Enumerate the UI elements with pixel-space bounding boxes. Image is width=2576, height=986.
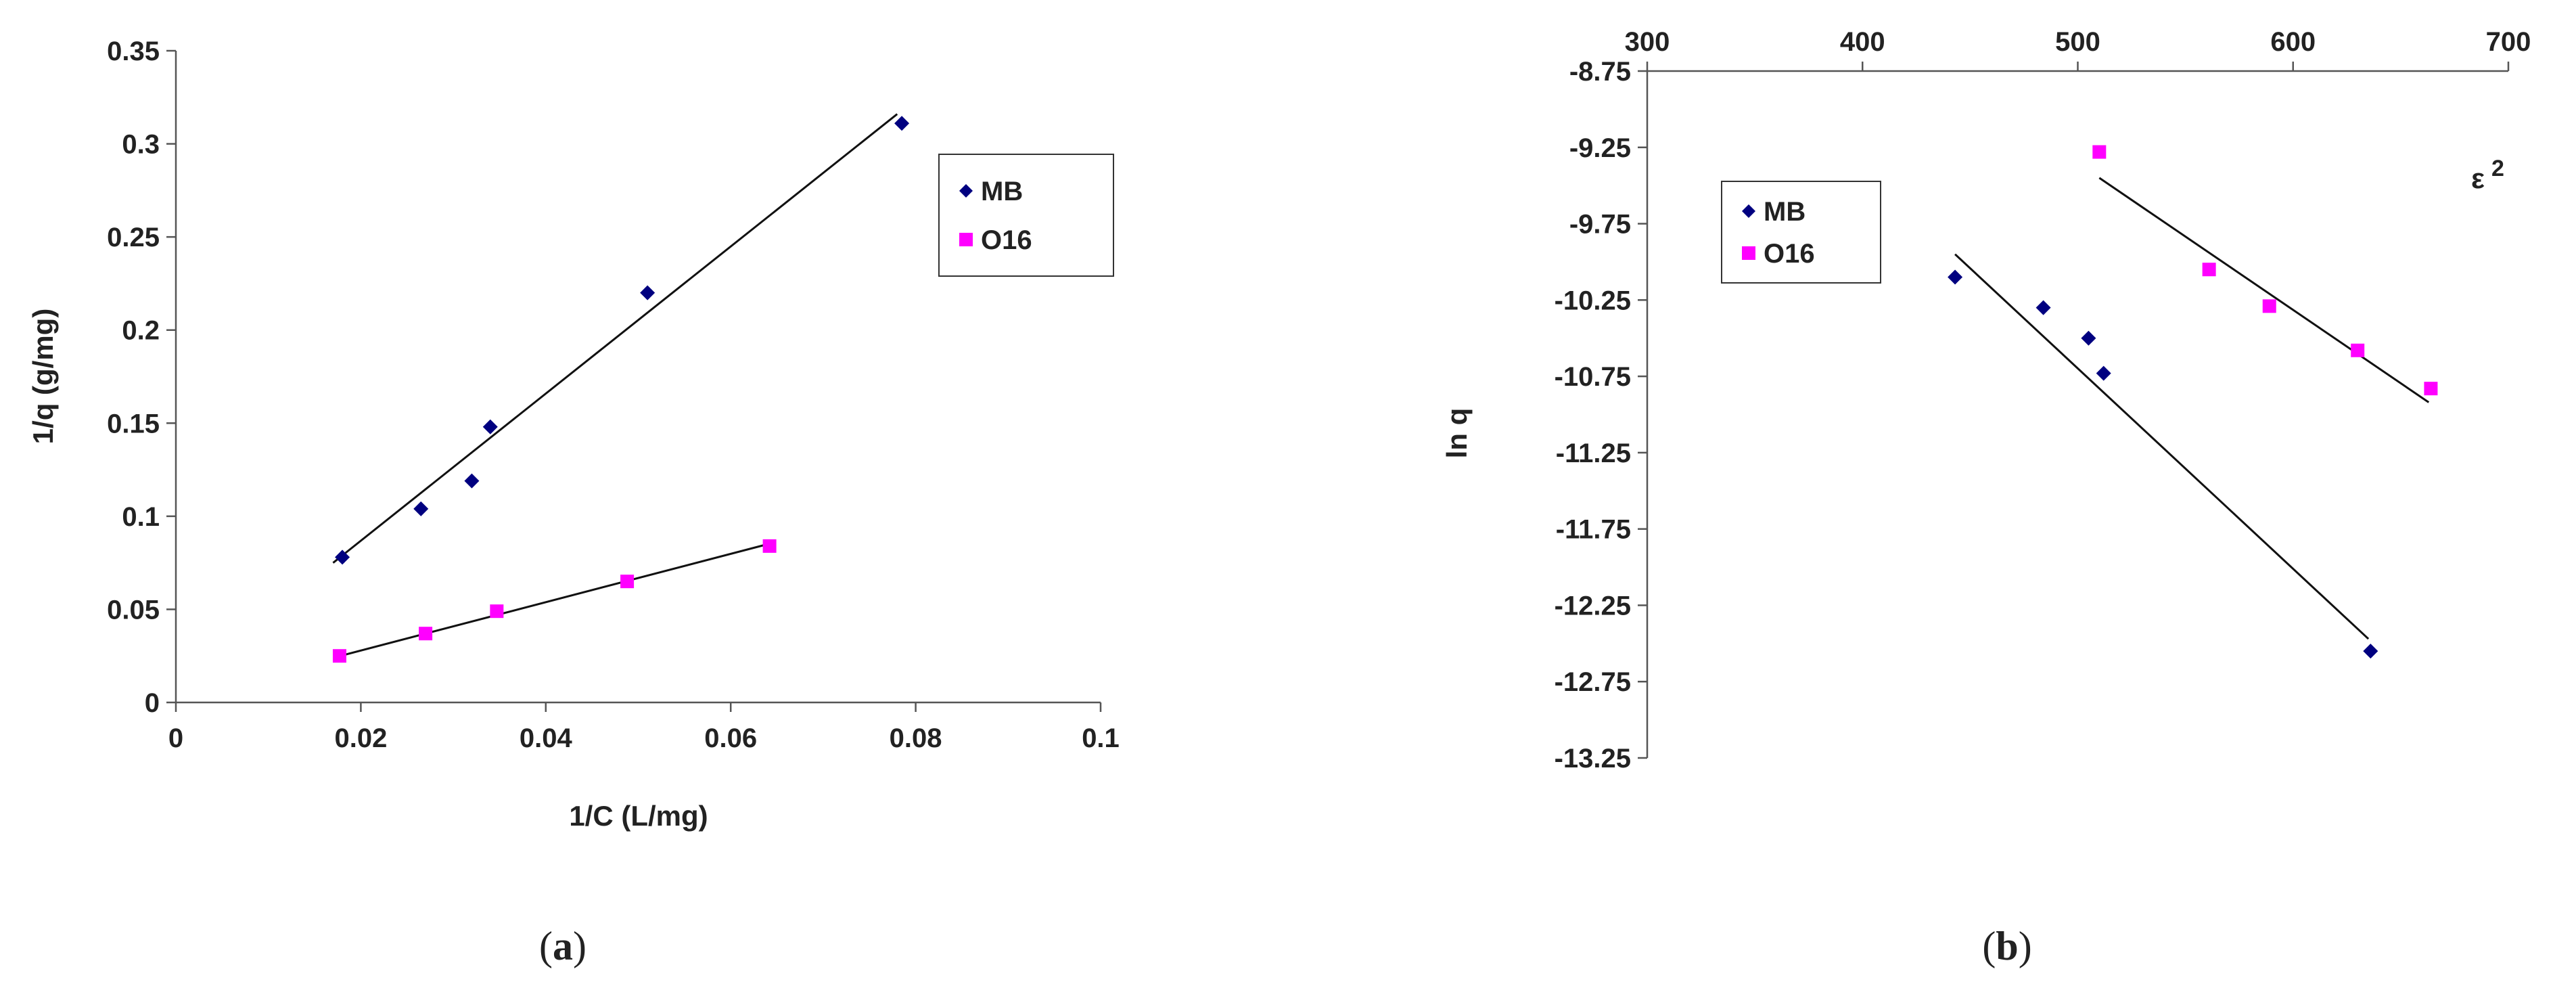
panel-label-letter: b [1996, 924, 2018, 968]
x-axis-label-base: ε [2471, 162, 2485, 194]
legend-box [938, 154, 1114, 277]
panel-label-open-paren: ( [539, 924, 553, 968]
chart-panel-a: 0 0.05 0.1 0.15 0.2 0.25 0.3 0.35 0 0.02 0.04 0.06… [27, 37, 1120, 968]
x-tick-label: 300 [1625, 27, 1670, 57]
y-tick-label: -10.25 [1555, 286, 1631, 315]
x-axis-label-superscript: 2 [2491, 156, 2504, 181]
legend: MB O16 [938, 154, 1114, 277]
x-tick-label: 0 [168, 723, 183, 753]
data-point-mb [2096, 365, 2111, 381]
x-tick-label: 0.02 [334, 723, 387, 753]
y-tick-label: 0.2 [122, 316, 160, 346]
panel-label-open-paren: ( [1982, 924, 1996, 968]
x-tick-label: 700 [2486, 27, 2531, 57]
data-point-o16 [332, 649, 346, 663]
data-point-o16 [2351, 343, 2365, 357]
data-point-mb [1948, 269, 1963, 285]
y-tick-label: -12.25 [1555, 591, 1631, 621]
x-tick-label: 0.1 [1082, 723, 1120, 753]
y-tick-label: -12.75 [1555, 667, 1631, 697]
trendline-mb [1954, 253, 2370, 640]
y-tick-label: -8.75 [1569, 57, 1631, 87]
legend-marker-mb [959, 184, 973, 198]
x-tick-label: 0.06 [704, 723, 757, 753]
x-tick-label: 500 [2055, 27, 2100, 57]
y-tick-label: 0.35 [107, 37, 160, 66]
trendline-mb [332, 113, 898, 564]
x-tick-label: 0.04 [520, 723, 573, 753]
y-tick-label: 0.05 [107, 595, 160, 625]
y-tick-label: -9.25 [1569, 133, 1631, 163]
panel-label-letter: a [553, 924, 573, 968]
legend: MB O16 [1721, 181, 1881, 284]
trendline-o16 [2098, 177, 2430, 403]
x-tick-label: 600 [2270, 27, 2316, 57]
data-point-mb [464, 473, 480, 489]
y-tick-label: 0 [145, 688, 160, 718]
data-point-mb [413, 501, 429, 516]
data-point-mb [2081, 330, 2096, 346]
data-point-o16 [620, 575, 635, 589]
legend-marker-o16 [959, 233, 973, 246]
legend-label-mb: MB [981, 177, 1023, 206]
y-tick-label: 0.25 [107, 223, 160, 252]
y-tick-label: 0.1 [122, 502, 160, 532]
y-axis-label: ln q [1441, 408, 1473, 459]
x-tick-label: 0.08 [890, 723, 942, 753]
y-axis-label: 1/q (g/mg) [27, 309, 59, 445]
y-tick-label: -11.25 [1556, 439, 1631, 468]
data-point-o16 [2262, 299, 2276, 313]
legend-marker-o16 [1742, 246, 1755, 260]
panel-label-b: (b) [1982, 924, 2031, 968]
data-point-mb [335, 550, 350, 565]
data-point-o16 [2424, 382, 2438, 396]
y-tick-label: 0.3 [122, 130, 160, 160]
data-point-o16 [762, 539, 777, 553]
panel-label-close-paren: ) [2019, 924, 2032, 968]
x-axis-label: 1/C (L/mg) [569, 800, 708, 832]
y-tick-label: 0.15 [107, 409, 160, 439]
data-point-mb [482, 419, 498, 434]
panel-label-close-paren: ) [573, 924, 586, 968]
data-point-o16 [2202, 263, 2216, 277]
data-point-o16 [419, 627, 433, 641]
legend-label-o16: O16 [1764, 239, 1815, 269]
data-point-o16 [2092, 145, 2107, 159]
legend-label-o16: O16 [981, 225, 1032, 255]
y-tick-label: -10.75 [1555, 362, 1631, 392]
data-point-mb [894, 116, 910, 131]
y-tick-label: -9.75 [1569, 210, 1631, 240]
chart-panel-b: -8.75 -9.25 -9.75 -10.25 -10.75 -11.25 -11.75 -… [1441, 27, 2531, 968]
data-point-o16 [490, 604, 504, 619]
data-point-mb [2036, 300, 2051, 315]
x-tick-label: 400 [1840, 27, 1885, 57]
y-tick-label: -11.75 [1556, 515, 1631, 545]
data-point-mb [2363, 644, 2378, 659]
legend-label-mb: MB [1764, 197, 1806, 227]
trendline-o16 [333, 543, 768, 659]
panel-label-a: (a) [539, 924, 586, 968]
y-tick-label: -13.25 [1555, 744, 1631, 774]
legend-box [1721, 181, 1881, 284]
data-point-mb [640, 285, 656, 300]
legend-marker-mb [1742, 204, 1755, 218]
